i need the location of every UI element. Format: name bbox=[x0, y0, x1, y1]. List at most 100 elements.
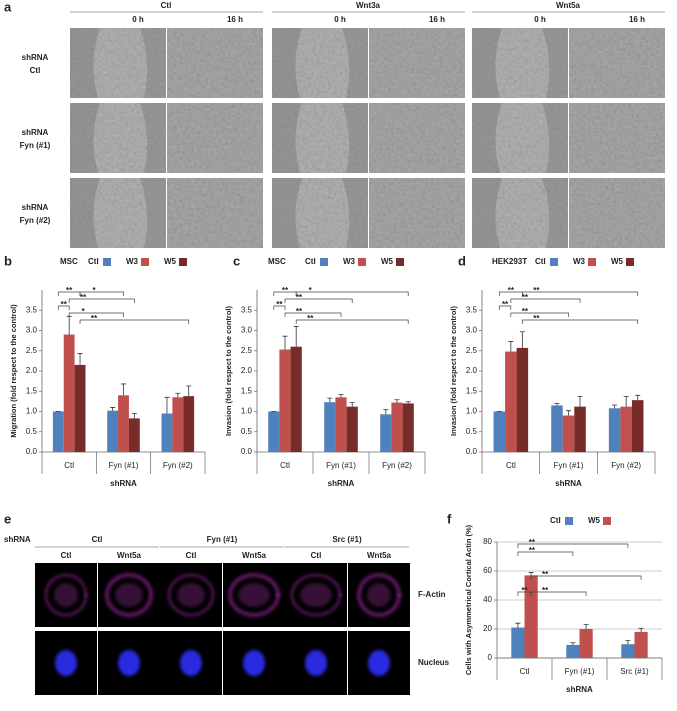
micrograph bbox=[369, 103, 465, 173]
error-bar bbox=[110, 407, 116, 411]
nucleus-stain bbox=[118, 650, 140, 676]
chart-title: MSC bbox=[60, 257, 78, 266]
wound-edge bbox=[342, 28, 368, 98]
wound-edge bbox=[140, 28, 166, 98]
error-bar bbox=[583, 624, 589, 629]
y-tick-label: 3.5 bbox=[466, 305, 478, 314]
error-bar bbox=[528, 572, 534, 576]
channel-label: Nucleus bbox=[418, 658, 450, 667]
error-bar bbox=[623, 396, 629, 407]
y-axis-title: Invasion (fold respect to the control) bbox=[449, 305, 458, 436]
x-tick-label: Fyn (#2) bbox=[163, 461, 193, 470]
significance-label: ** bbox=[66, 286, 73, 295]
panel-label: c bbox=[233, 253, 240, 268]
error-bar bbox=[383, 409, 389, 415]
legend-label: Ctl bbox=[550, 516, 561, 525]
significance-label: ** bbox=[296, 293, 303, 302]
wound-edge bbox=[140, 178, 166, 248]
wound-edge bbox=[70, 178, 100, 248]
bar bbox=[566, 644, 580, 658]
legend-swatch bbox=[396, 258, 404, 266]
error-bar bbox=[338, 394, 344, 398]
significance-bracket bbox=[284, 298, 353, 303]
y-tick-label: 1.0 bbox=[26, 407, 38, 416]
significance-label: ** bbox=[307, 314, 314, 323]
error-bar bbox=[508, 341, 514, 352]
significance-label: * bbox=[309, 286, 313, 295]
significance-label: ** bbox=[282, 286, 289, 295]
bar bbox=[335, 397, 347, 452]
bar bbox=[631, 400, 644, 452]
bar bbox=[324, 402, 336, 452]
legend-label: Ctl bbox=[535, 257, 546, 266]
x-tick-label: Fyn (#2) bbox=[382, 461, 412, 470]
bar bbox=[74, 364, 86, 452]
significance-bracket bbox=[530, 591, 587, 596]
nucleus-stain bbox=[368, 650, 390, 676]
actin-stain bbox=[367, 583, 391, 607]
x-tick-label: Fyn (#1) bbox=[565, 667, 595, 676]
y-tick-label: 1.5 bbox=[241, 386, 253, 395]
significance-bracket bbox=[517, 543, 629, 548]
micrograph bbox=[569, 178, 665, 248]
y-tick-label: 3.5 bbox=[26, 305, 38, 314]
micrograph bbox=[167, 178, 263, 248]
bar bbox=[279, 349, 291, 452]
time-header: 16 h bbox=[429, 15, 445, 24]
significance-label: ** bbox=[522, 293, 529, 302]
time-header: 0 h bbox=[132, 15, 144, 24]
y-tick-label: 2.5 bbox=[26, 346, 38, 355]
actin-stain bbox=[167, 573, 215, 617]
x-tick-label: Fyn (#1) bbox=[554, 461, 584, 470]
error-bar bbox=[638, 627, 644, 632]
x-tick-label: Ctl bbox=[506, 461, 516, 470]
error-bar bbox=[405, 401, 411, 404]
bar bbox=[505, 351, 517, 452]
panel-label: e bbox=[4, 511, 11, 526]
significance-bracket bbox=[510, 312, 569, 317]
x-tick-label: Fyn (#1) bbox=[326, 461, 356, 470]
actin-stain bbox=[177, 583, 205, 607]
actin-stain bbox=[228, 573, 280, 617]
y-tick-label: 1.5 bbox=[26, 386, 38, 395]
actin-stain bbox=[115, 583, 143, 607]
legend-label: W3 bbox=[573, 257, 586, 266]
bar bbox=[516, 347, 529, 452]
row-label: shRNA bbox=[22, 203, 49, 212]
bar bbox=[551, 405, 563, 452]
wound-edge bbox=[70, 103, 100, 173]
panel-label: b bbox=[4, 253, 12, 268]
nucleus-stain bbox=[180, 650, 202, 676]
y-tick-label: 2.0 bbox=[241, 366, 253, 375]
significance-bracket bbox=[68, 312, 124, 317]
bar bbox=[118, 395, 129, 452]
significance-label: ** bbox=[522, 307, 529, 316]
actin-stain bbox=[300, 583, 332, 607]
significance-bracket bbox=[522, 291, 639, 296]
bar bbox=[380, 414, 392, 452]
wound-edge bbox=[272, 103, 302, 173]
actin-stain bbox=[357, 573, 401, 617]
legend-label: Ctl bbox=[88, 257, 99, 266]
time-header: 16 h bbox=[629, 15, 645, 24]
y-axis-title: Cells with Asymmetrical Cortical Actin (… bbox=[464, 524, 473, 675]
wound-edge bbox=[472, 178, 502, 248]
bar bbox=[524, 575, 538, 658]
error-bar bbox=[186, 385, 192, 397]
y-tick-label: 0.5 bbox=[241, 427, 253, 436]
bar bbox=[107, 410, 119, 452]
time-header: 0 h bbox=[334, 15, 346, 24]
significance-bracket bbox=[284, 312, 342, 317]
significance-bracket bbox=[79, 291, 124, 296]
x-axis-title: shRNA bbox=[328, 479, 355, 488]
condition-header: Wnt5a bbox=[242, 551, 267, 560]
significance-bracket bbox=[522, 319, 639, 324]
x-tick-label: Ctl bbox=[64, 461, 74, 470]
error-bar bbox=[577, 396, 583, 407]
x-axis-title: shRNA bbox=[566, 685, 593, 694]
actin-stain bbox=[290, 573, 342, 617]
significance-label: ** bbox=[296, 307, 303, 316]
nucleus-stain bbox=[55, 650, 77, 676]
row-label: shRNA bbox=[22, 128, 49, 137]
